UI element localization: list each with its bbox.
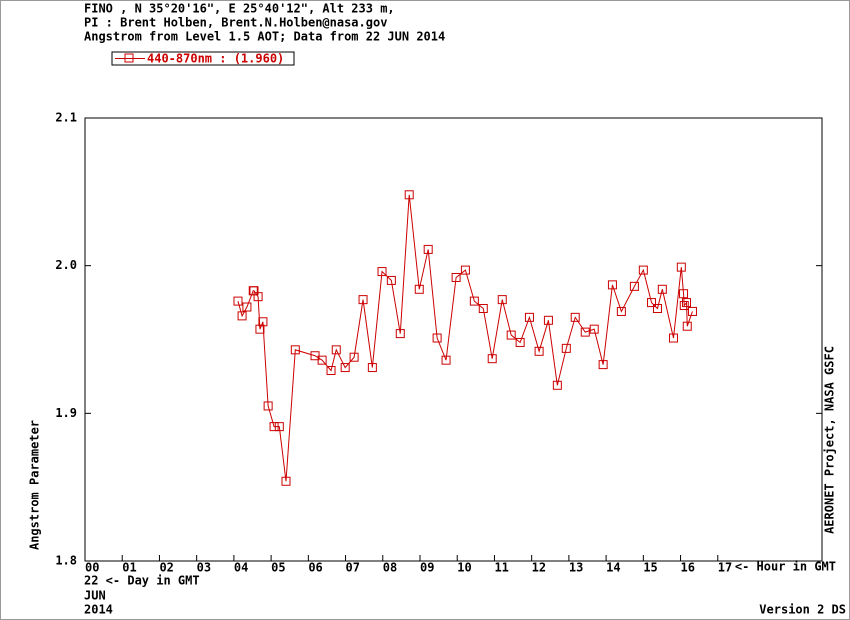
x-tick-label: 10 [457, 561, 471, 575]
marker [561, 343, 571, 353]
x-tick-label: 08 [383, 561, 397, 575]
marker [647, 298, 657, 308]
x-tick-label: 06 [308, 561, 322, 575]
marker [263, 401, 273, 411]
marker [274, 422, 284, 432]
marker [598, 360, 608, 370]
marker [460, 265, 470, 275]
x-tick-label: 15 [643, 561, 657, 575]
x-tick-label: 13 [569, 561, 583, 575]
marker [629, 281, 639, 291]
marker [506, 330, 516, 340]
marker [340, 363, 350, 373]
marker [682, 321, 692, 331]
x-axis-label: <- Hour in GMT [735, 560, 836, 574]
marker [478, 303, 488, 313]
x-tick-label: 05 [271, 561, 285, 575]
x-tick-label: 09 [420, 561, 434, 575]
date-line: 2014 [84, 603, 113, 617]
header-line: FINO , N 35°20'16", E 25°40'12", Alt 233… [84, 2, 395, 16]
marker [242, 302, 252, 312]
marker [668, 333, 678, 343]
legend-label: 440-870nm : (1.960) [147, 52, 284, 66]
legend-box [111, 51, 295, 66]
marker [570, 312, 580, 322]
marker [607, 280, 617, 290]
x-tick-label: 01 [122, 561, 136, 575]
marker [487, 354, 497, 364]
marker [349, 352, 359, 362]
marker [451, 272, 461, 282]
marker [386, 275, 396, 285]
y-tick-label: 2.1 [55, 111, 77, 125]
marker [441, 355, 451, 365]
marker [331, 345, 341, 355]
marker [657, 284, 667, 294]
marker [638, 265, 648, 275]
marker [290, 345, 300, 355]
marker [395, 329, 405, 339]
marker [676, 262, 686, 272]
marker [580, 327, 590, 337]
marker [255, 324, 265, 334]
x-tick-label: 04 [234, 561, 248, 575]
marker [281, 476, 291, 486]
marker [589, 324, 599, 334]
y-tick-label: 2.0 [55, 258, 77, 272]
x-tick-label: 11 [494, 561, 508, 575]
date-line: 22 <- Day in GMT [84, 574, 200, 588]
x-tick-label: 07 [346, 561, 360, 575]
marker [269, 422, 279, 432]
marker [687, 306, 697, 316]
marker [326, 366, 336, 376]
marker [237, 311, 247, 321]
marker [543, 315, 553, 325]
header-line: Angstrom from Level 1.5 AOT; Data from 2… [84, 30, 445, 44]
marker [682, 298, 692, 308]
plot-area [84, 117, 823, 562]
marker [414, 284, 424, 294]
marker [524, 312, 534, 322]
x-tick-label: 14 [606, 561, 620, 575]
marker [358, 295, 368, 305]
x-tick-label: 03 [197, 561, 211, 575]
marker [469, 296, 479, 306]
marker [423, 244, 433, 254]
marker [258, 317, 268, 327]
marker [679, 289, 689, 299]
marker [233, 296, 243, 306]
y-axis-label: Angstrom Parameter [28, 420, 42, 550]
x-tick-label: 17 [718, 561, 732, 575]
marker [652, 303, 662, 313]
x-tick-label: 00 [85, 561, 99, 575]
marker [377, 267, 387, 277]
marker [317, 355, 327, 365]
marker [679, 301, 689, 311]
marker [404, 190, 414, 200]
header-line: PI : Brent Holben, Brent.N.Holben@nasa.g… [84, 16, 387, 30]
y-tick-label: 1.9 [55, 406, 77, 420]
side-note: AERONET Project, NASA GSFC [823, 346, 837, 534]
marker [534, 346, 544, 356]
marker [432, 333, 442, 343]
y-tick-label: 1.8 [55, 554, 77, 568]
legend-marker [124, 53, 134, 63]
marker [367, 363, 377, 373]
version: Version 2 DS [759, 603, 846, 617]
marker [497, 295, 507, 305]
x-tick-label: 12 [532, 561, 546, 575]
marker [253, 292, 263, 302]
x-tick-label: 02 [159, 561, 173, 575]
date-line: JUN [84, 589, 106, 603]
marker [552, 380, 562, 390]
marker [515, 337, 525, 347]
marker [616, 306, 626, 316]
x-tick-label: 16 [681, 561, 695, 575]
